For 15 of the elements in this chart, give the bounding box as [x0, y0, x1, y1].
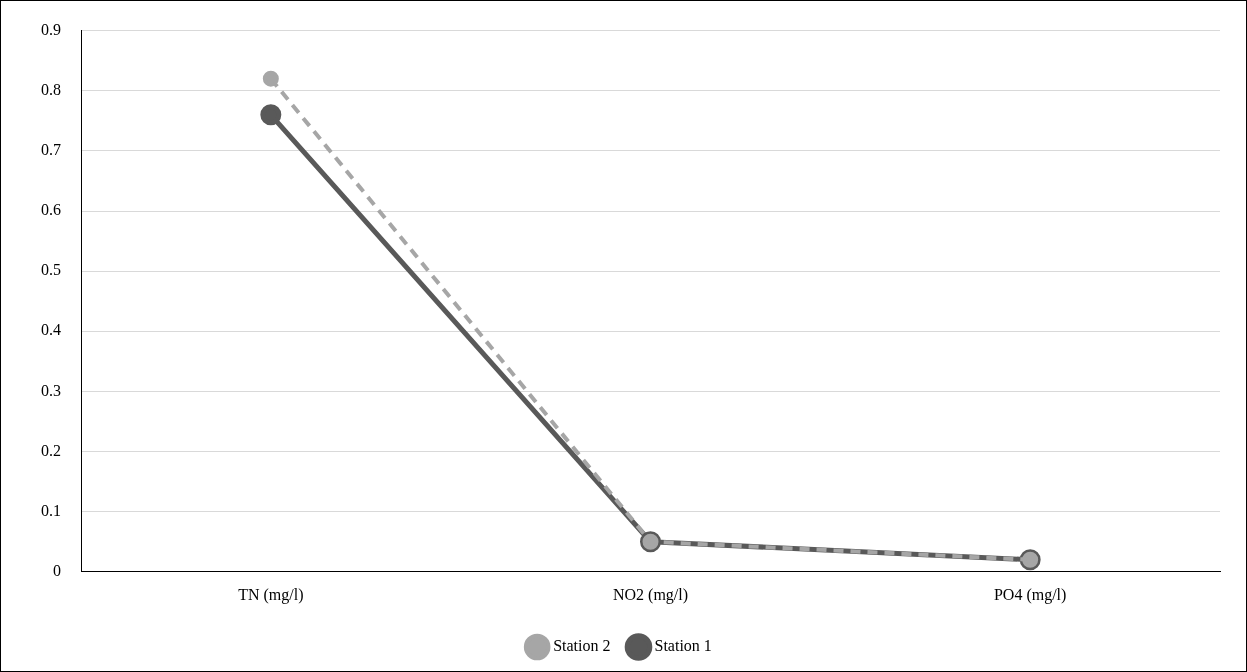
x-tick-label: NO2 (mg/l)	[612, 585, 689, 604]
x-tick-label: TN (mg/l)	[238, 585, 304, 604]
legend-label: Station 2	[553, 637, 611, 655]
y-tick-label: 0.7	[41, 141, 61, 159]
y-tick-label: 0.5	[41, 261, 61, 279]
y-tick-label: 0.8	[41, 80, 61, 98]
y-tick-label: 0.6	[41, 201, 61, 219]
y-tick-label: 0.2	[41, 441, 61, 459]
y-tick-label: 0.4	[41, 321, 61, 339]
y-tick-label: 0.3	[41, 381, 61, 399]
x-tick-label: PO4 (mg/l)	[993, 585, 1067, 604]
legend-label: Station 1	[654, 637, 712, 655]
y-tick-label: 0.9	[41, 20, 61, 38]
y-tick-label: 0.1	[41, 501, 61, 519]
y-tick-label: 0	[53, 562, 61, 579]
